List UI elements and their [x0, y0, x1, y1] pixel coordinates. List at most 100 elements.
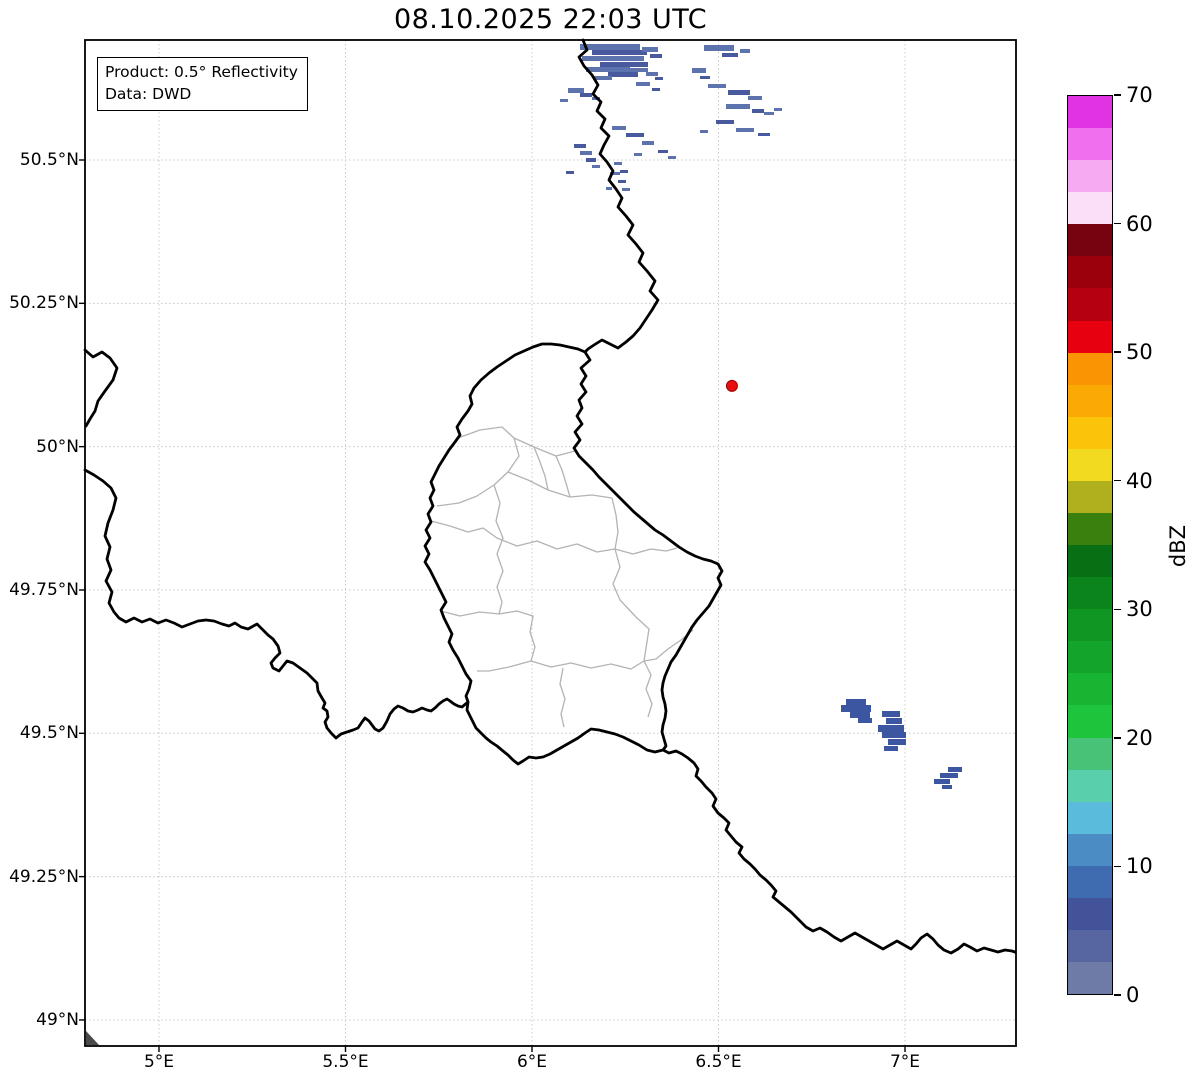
- colorbar-tick-mark: [1114, 94, 1121, 96]
- colorbar-tick-label: 60: [1126, 211, 1153, 236]
- radar-echo: [700, 76, 710, 79]
- radar-echo: [560, 99, 568, 102]
- colorbar-tick-label: 20: [1126, 725, 1153, 750]
- colorbar: [1067, 95, 1113, 995]
- radar-echo: [580, 44, 640, 50]
- plot-frame: [84, 39, 1017, 1047]
- colorbar-segment: [1068, 930, 1112, 963]
- colorbar-segment: [1068, 192, 1112, 225]
- colorbar-segment: [1068, 352, 1112, 385]
- radar-echo: [652, 88, 660, 91]
- colorbar-segment: [1068, 833, 1112, 866]
- product-info-box: Product: 0.5° Reflectivity Data: DWD: [97, 57, 308, 112]
- colorbar-segment: [1068, 480, 1112, 514]
- radar-echo: [612, 126, 626, 130]
- colorbar-segment: [1068, 416, 1112, 449]
- colorbar-segment: [1068, 128, 1112, 161]
- colorbar-segment: [1068, 96, 1112, 129]
- radar-echo: [726, 104, 750, 109]
- radar-echo: [858, 718, 872, 723]
- radar-echo: [740, 49, 750, 53]
- colorbar-segment: [1068, 962, 1112, 995]
- border-luxembourg-outline: [423, 342, 724, 766]
- colorbar-segment: [1068, 577, 1112, 610]
- colorbar-segment: [1068, 448, 1112, 481]
- radar-echo: [620, 170, 628, 173]
- colorbar-tick-mark: [1114, 222, 1121, 225]
- colorbar-segment: [1068, 545, 1112, 578]
- axis-tick-marks: [79, 159, 906, 1052]
- radar-echo: [878, 725, 904, 732]
- radar-echo: [736, 128, 754, 132]
- radar-echo: [700, 130, 708, 133]
- radar-echo: [704, 45, 734, 51]
- colorbar-tick-label: 30: [1126, 597, 1153, 622]
- colorbar-tick-mark: [1114, 737, 1121, 739]
- border-belgium-germany: [577, 38, 660, 354]
- radar-echo: [614, 162, 622, 165]
- radar-echo-layer: [560, 44, 962, 789]
- colorbar-unit-label: dBZ: [1166, 524, 1190, 568]
- radar-echo: [642, 141, 654, 145]
- radar-echo: [748, 96, 762, 100]
- canton-borders: [430, 426, 694, 728]
- radar-echo: [841, 705, 871, 712]
- colorbar-segment: [1068, 384, 1112, 417]
- radar-echo: [940, 773, 958, 778]
- radar-echo: [634, 153, 642, 156]
- border-france-germany: [661, 748, 1017, 955]
- radar-echo: [582, 56, 644, 61]
- colorbar-segment: [1068, 288, 1112, 321]
- radar-echo: [655, 77, 663, 80]
- colorbar-tick-label: 50: [1126, 340, 1153, 365]
- data-source-label: Data: DWD: [105, 84, 192, 103]
- y-tick-label: 49°N: [36, 1009, 79, 1030]
- radar-echo: [886, 718, 902, 724]
- x-tick-label: 6°E: [516, 1052, 548, 1072]
- radar-echo: [642, 47, 658, 52]
- colorbar-segment: [1068, 705, 1112, 738]
- radar-echo: [882, 711, 900, 717]
- colorbar-segment: [1068, 673, 1112, 706]
- radar-echo: [942, 785, 952, 789]
- colorbar-tick-mark: [1114, 865, 1121, 868]
- colorbar-tick-mark: [1114, 994, 1121, 996]
- radar-echo: [668, 156, 676, 159]
- radar-echo: [574, 144, 586, 148]
- radar-echo: [618, 180, 626, 183]
- graticule-gridlines: [85, 40, 1016, 1046]
- radar-echo: [580, 151, 592, 155]
- radar-echo: [728, 90, 750, 95]
- radar-echo: [592, 50, 647, 55]
- radar-echo: [622, 188, 630, 191]
- product-label: Product: 0.5° Reflectivity: [105, 63, 298, 81]
- radar-echo: [764, 112, 774, 115]
- colorbar-segment: [1068, 224, 1112, 257]
- colorbar-segment: [1068, 897, 1112, 931]
- border-france-belgium-west: [83, 348, 119, 428]
- radar-echo: [882, 732, 906, 738]
- radar-echo: [626, 133, 644, 137]
- radar-echo: [630, 68, 648, 72]
- colorbar-segment: [1068, 320, 1112, 353]
- y-tick-label: 49.25°N: [9, 866, 79, 887]
- colorbar-tick-mark: [1114, 608, 1121, 610]
- radar-echo: [716, 120, 734, 124]
- radar-echo: [708, 84, 726, 88]
- colorbar-segment: [1068, 160, 1112, 193]
- radar-echo: [566, 171, 574, 174]
- x-tick-label: 5.5°E: [322, 1052, 369, 1072]
- radar-echo: [722, 53, 738, 57]
- radar-echo: [758, 133, 770, 136]
- radar-echo: [850, 712, 870, 718]
- y-tick-label: 50.25°N: [9, 293, 79, 314]
- border-france-belgium: [83, 468, 470, 740]
- colorbar-segment: [1068, 513, 1112, 546]
- radar-echo: [586, 67, 630, 72]
- radar-echo: [692, 68, 706, 73]
- radar-echo: [846, 699, 866, 705]
- radar-echo: [568, 88, 584, 93]
- x-tick-label: 7°E: [889, 1052, 921, 1072]
